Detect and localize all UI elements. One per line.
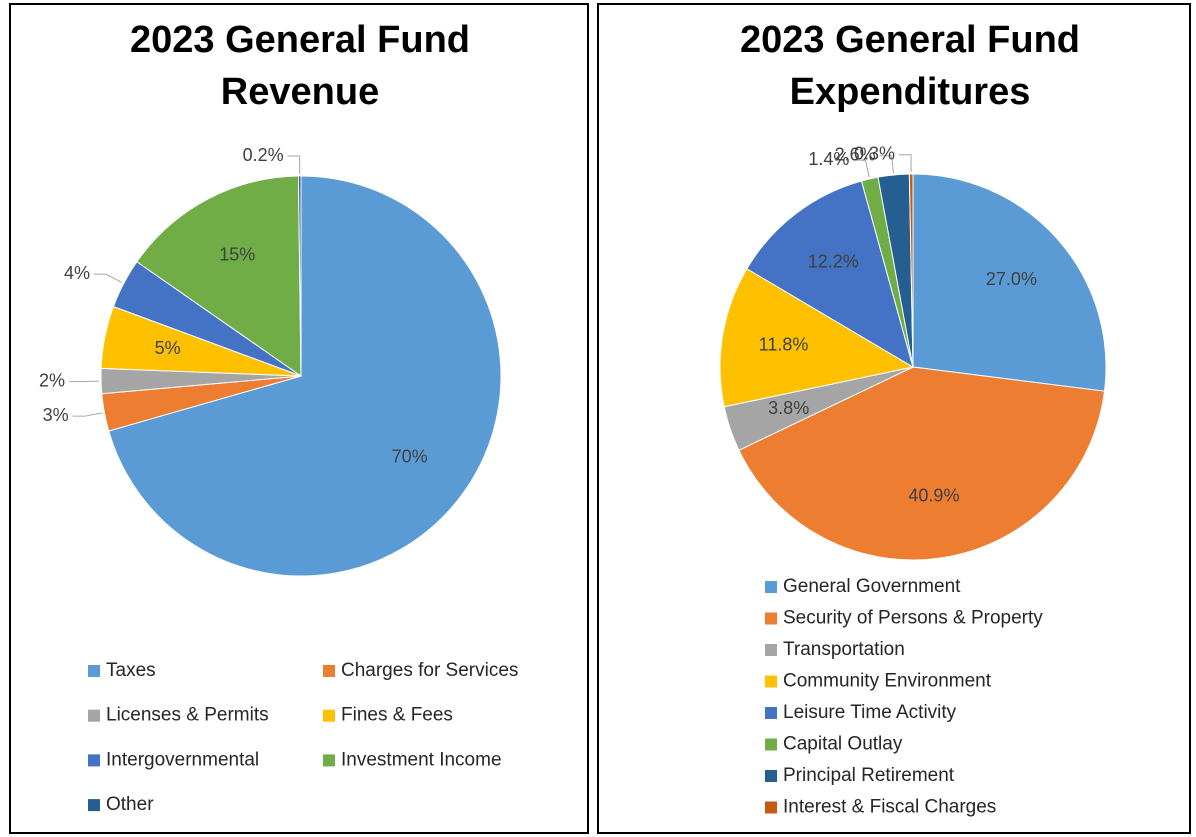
leader-line xyxy=(879,155,894,174)
pie-slice xyxy=(108,175,502,577)
pie-slice xyxy=(738,366,1106,561)
legend-label: Taxes xyxy=(106,660,156,681)
legend-swatch xyxy=(323,754,335,767)
data-label: 15% xyxy=(219,245,255,265)
chart-title: 2023 General Fund Revenue xyxy=(129,19,470,113)
legend-label: Transportation xyxy=(783,639,905,660)
data-label: 27.0% xyxy=(986,269,1037,289)
legend-label: Charges for Services xyxy=(341,660,518,681)
legend-swatch xyxy=(323,665,335,677)
data-label: 1.4% xyxy=(808,149,849,169)
legend-swatch xyxy=(88,754,100,767)
data-label: 2.6% xyxy=(835,145,876,165)
data-label: 0.2% xyxy=(243,145,284,165)
legend-label: Interest & Fiscal Charges xyxy=(783,797,996,818)
legend-swatch xyxy=(765,707,777,719)
leader-line xyxy=(287,155,301,175)
legend-swatch xyxy=(88,799,100,812)
data-label: 40.9% xyxy=(908,485,959,505)
legend-swatch xyxy=(88,709,100,722)
legend-swatch xyxy=(765,738,777,751)
legend-swatch xyxy=(765,644,777,656)
leader-line xyxy=(72,412,103,417)
legend-label: Security of Persons & Property xyxy=(783,608,1043,629)
leader-line xyxy=(94,273,123,283)
legend-label: Community Environment xyxy=(783,671,992,692)
panel-border xyxy=(597,3,1191,834)
pie-slice xyxy=(908,173,914,368)
leader-line xyxy=(853,159,870,178)
pie-slice xyxy=(746,180,914,369)
data-label: 3% xyxy=(43,405,69,425)
legend-label: Principal Retirement xyxy=(783,765,955,786)
legend-label: Licenses & Permits xyxy=(106,705,269,726)
pie-slice xyxy=(719,268,915,408)
data-label: 70% xyxy=(392,447,428,467)
legend-label: Leisure Time Activity xyxy=(783,702,957,723)
pie-slice xyxy=(297,175,302,377)
legend-label: Fines & Fees xyxy=(341,705,453,726)
legend-swatch xyxy=(765,675,777,688)
chart-title: 2023 General Fund Expenditures xyxy=(739,19,1080,113)
legend-swatch xyxy=(765,581,777,593)
data-label: 5% xyxy=(155,338,181,358)
legend-swatch xyxy=(765,770,777,782)
data-label: 2% xyxy=(39,370,65,390)
panel-border xyxy=(9,3,589,834)
legend-swatch xyxy=(88,665,100,677)
legend-swatch xyxy=(323,709,335,722)
pie-slice xyxy=(136,175,302,377)
legend-swatch xyxy=(765,801,777,814)
data-label: 12.2% xyxy=(808,252,859,272)
legend-label: Other xyxy=(106,794,154,815)
legend-label: General Government xyxy=(783,576,961,597)
data-label: 11.8% xyxy=(759,334,809,354)
legend-swatch xyxy=(765,612,777,625)
data-label: 3.8% xyxy=(768,398,809,418)
legend-label: Investment Income xyxy=(341,749,502,770)
data-label: 4% xyxy=(64,263,90,283)
data-label: 0.3% xyxy=(854,143,895,163)
leader-line xyxy=(898,154,912,173)
legend-label: Capital Outlay xyxy=(783,734,903,755)
legend-label: Intergovernmental xyxy=(106,749,259,770)
pie-slice xyxy=(912,173,1107,392)
